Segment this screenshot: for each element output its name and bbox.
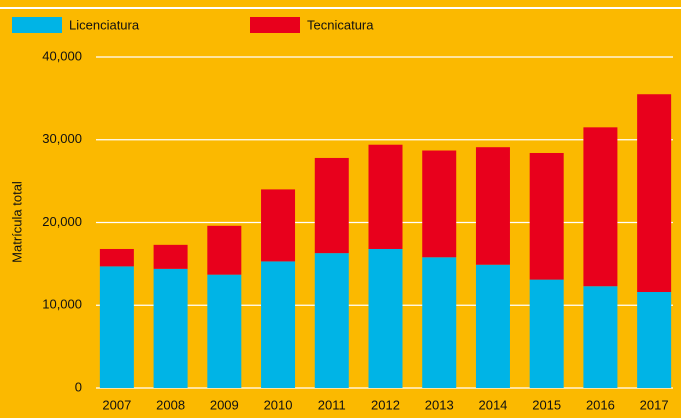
legend-label: Tecnicatura: [307, 17, 374, 32]
legend-swatch: [12, 17, 62, 33]
x-tick-label: 2011: [318, 397, 346, 412]
bar-segment: [529, 279, 564, 388]
bar-segment: [153, 244, 188, 269]
bar-segment: [475, 264, 510, 388]
y-tick-label: 20,000: [42, 214, 82, 229]
y-tick-label: 30,000: [42, 131, 82, 146]
y-axis-label: Matrícula total: [9, 181, 24, 263]
bar-segment: [314, 253, 349, 388]
bar-segment: [637, 292, 672, 388]
bar-segment: [99, 248, 134, 267]
legend-swatch: [250, 17, 300, 33]
bar-segment: [261, 189, 296, 262]
bar-segment: [583, 286, 618, 388]
bar-segment: [153, 268, 188, 388]
x-tick-label: 2009: [210, 397, 239, 412]
bar-segment: [368, 144, 403, 249]
x-tick-label: 2017: [640, 397, 669, 412]
y-tick-label: 0: [75, 379, 82, 394]
bar-segment: [261, 261, 296, 388]
x-tick-label: 2016: [586, 397, 615, 412]
x-tick-label: 2008: [156, 397, 185, 412]
y-tick-label: 40,000: [42, 48, 82, 63]
bar-segment: [207, 274, 242, 388]
bar-segment: [368, 248, 403, 388]
bar-segment: [583, 127, 618, 287]
x-tick-label: 2007: [102, 397, 131, 412]
x-tick-label: 2013: [425, 397, 454, 412]
x-tick-label: 2012: [371, 397, 400, 412]
bar-segment: [207, 225, 242, 275]
bar-segment: [637, 94, 672, 293]
x-tick-label: 2010: [264, 397, 293, 412]
bar-segment: [314, 157, 349, 254]
x-tick-label: 2015: [532, 397, 561, 412]
bar-segment: [529, 152, 564, 280]
bar-segment: [475, 147, 510, 265]
bar-segment: [422, 150, 457, 258]
y-tick-label: 10,000: [42, 297, 82, 312]
bar-segment: [99, 266, 134, 388]
legend-label: Licenciatura: [69, 17, 140, 32]
bar-segment: [422, 257, 457, 388]
x-tick-label: 2014: [478, 397, 507, 412]
